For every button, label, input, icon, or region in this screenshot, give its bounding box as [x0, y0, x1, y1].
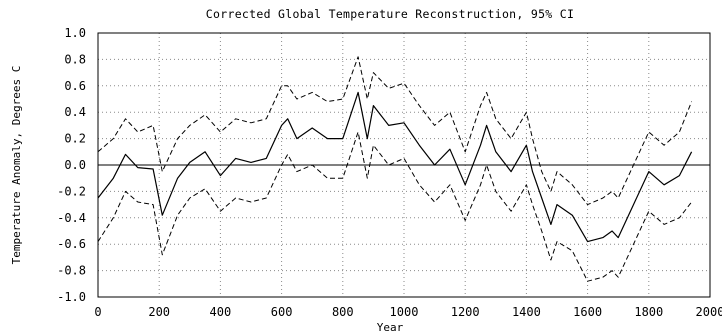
y-axis-title: Temperature Anomaly, Degrees C [10, 66, 23, 265]
x-tick-label: 1400 [512, 305, 541, 319]
x-tick-label: 1000 [390, 305, 419, 319]
reconstruction-line [97, 91, 693, 243]
y-tick-label: 1.0 [64, 26, 86, 40]
x-tick-label: 1200 [451, 305, 480, 319]
x-tick-label: 1600 [573, 305, 602, 319]
y-tick-label: 0.0 [64, 158, 86, 172]
x-tick-label: 400 [210, 305, 232, 319]
y-tick-label: 0.4 [64, 105, 86, 119]
y-tick-label: 0.8 [64, 52, 86, 66]
x-tick-labels: 0 200 400 600 800 1000 1200 1400 1600 1800 2000 [94, 305, 722, 319]
chart-title: Corrected Global Temperature Reconstruct… [206, 7, 574, 21]
x-tick-label: 1800 [634, 305, 663, 319]
y-tick-label: 0.2 [64, 132, 86, 146]
x-tick-label: 0 [94, 305, 101, 319]
y-tick-label: -1.0 [57, 290, 86, 304]
plot-frame [97, 32, 711, 298]
grid-lines [98, 33, 710, 297]
x-tick-label: 800 [332, 305, 354, 319]
series-layer [97, 56, 693, 282]
x-tick-label: 600 [271, 305, 293, 319]
y-tick-label: 0.6 [64, 79, 86, 93]
y-tick-labels: 1.0 0.8 0.6 0.4 0.2 0.0 -0.2 -0.4 -0.6 -0.8 -1.0 [57, 26, 86, 304]
y-tick-label: -0.2 [57, 184, 86, 198]
ci-bound-line-1 [97, 56, 693, 206]
y-tick-label: -0.4 [57, 211, 86, 225]
ci-bound-line-2 [97, 131, 692, 282]
x-axis-title: Year [377, 321, 404, 334]
y-tick-label: -0.8 [57, 264, 86, 278]
x-tick-label: 2000 [696, 305, 722, 319]
x-tick-label: 200 [148, 305, 170, 319]
y-tick-label: -0.6 [57, 237, 86, 251]
